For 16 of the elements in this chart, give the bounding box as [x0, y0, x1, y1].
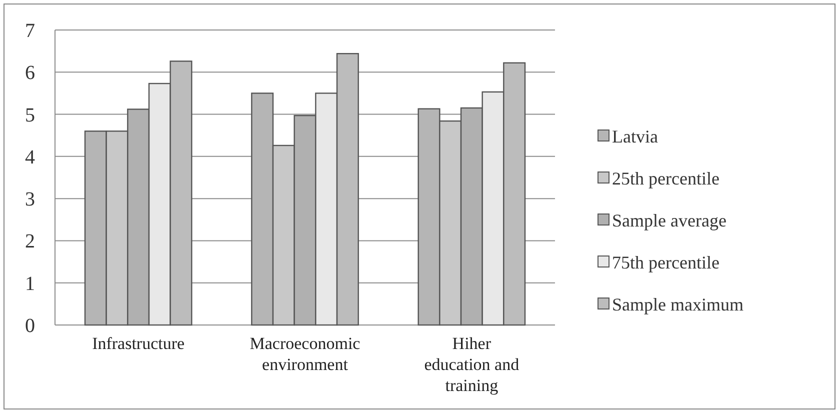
y-tick-label: 5	[25, 104, 35, 126]
legend-label: Sample maximum	[612, 294, 744, 314]
legend-label: 25th percentile	[612, 168, 720, 188]
y-tick-label: 0	[25, 315, 35, 337]
legend-label: Latvia	[612, 126, 658, 146]
legend-label: Sample average	[612, 210, 726, 230]
y-tick-label: 3	[25, 188, 35, 211]
x-tick-label: Macroeconomic environment	[250, 334, 361, 374]
x-tick-label: Hiher education and training	[424, 334, 520, 395]
y-tick-label: 7	[25, 20, 35, 42]
y-tick-label: 6	[25, 62, 35, 84]
x-tick-label: Infrastructure	[92, 334, 185, 353]
y-tick-label: 1	[25, 272, 35, 295]
y-tick-label: 2	[25, 230, 35, 253]
legend-label: 75th percentile	[612, 252, 720, 272]
y-tick-label: 4	[25, 146, 35, 168]
